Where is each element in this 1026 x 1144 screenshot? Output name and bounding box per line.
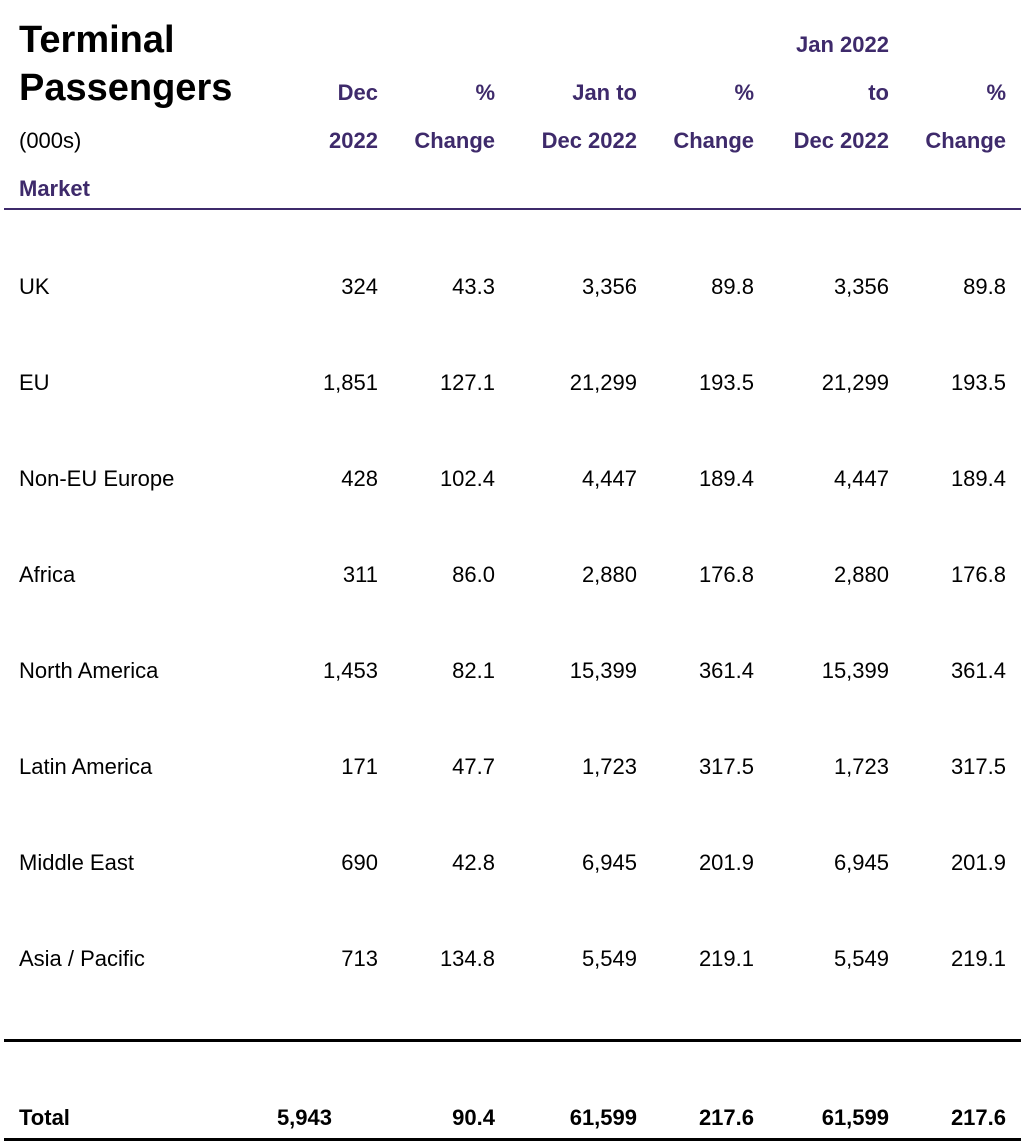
row-value-pct-change-2: 361.4 (698, 658, 754, 683)
row-value-jan-to-dec: 15,399 (569, 658, 637, 683)
row-value-dec-2022: 1,453 (322, 658, 378, 683)
total-pct-change-2: 217.6 (698, 1105, 754, 1130)
row-market-label: EU (19, 370, 50, 395)
col-header-jan-to-dec-line2: Dec 2022 (541, 128, 637, 153)
row-value-pct-change-1: 43.3 (452, 274, 495, 299)
row-value-pct-change-2: 193.5 (698, 370, 754, 395)
col-header-pct-change-3-line1: % (986, 80, 1006, 105)
row-market-label: Middle East (19, 850, 134, 875)
total-pct-change-1: 90.4 (452, 1105, 495, 1130)
row-value-jan-to-dec: 2,880 (581, 562, 637, 587)
total-label: Total (19, 1105, 70, 1130)
row-value-rolling: 4,447 (833, 466, 889, 491)
row-value-rolling: 2,880 (833, 562, 889, 587)
row-value-jan-to-dec: 5,549 (581, 946, 637, 971)
row-value-rolling: 15,399 (821, 658, 889, 683)
row-value-rolling: 3,356 (833, 274, 889, 299)
row-value-pct-change-3: 317.5 (950, 754, 1006, 779)
col-header-pct-change-1-line2: Change (414, 128, 495, 153)
row-value-pct-change-3: 361.4 (950, 658, 1006, 683)
row-market-label: Non-EU Europe (19, 466, 175, 491)
row-value-pct-change-1: 42.8 (452, 850, 495, 875)
row-value-pct-change-3: 89.8 (963, 274, 1006, 299)
bottom-divider (4, 1138, 1021, 1141)
row-value-dec-2022: 1,851 (322, 370, 378, 395)
row-value-jan-to-dec: 6,945 (581, 850, 637, 875)
row-value-pct-change-1: 102.4 (439, 466, 495, 491)
row-value-dec-2022: 171 (341, 754, 378, 779)
row-value-pct-change-2: 189.4 (698, 466, 754, 491)
row-value-pct-change-3: 201.9 (950, 850, 1006, 875)
row-value-pct-change-1: 82.1 (452, 658, 495, 683)
row-value-pct-change-2: 219.1 (698, 946, 754, 971)
row-value-pct-change-1: 86.0 (452, 562, 495, 587)
table-title-line1: Terminal (19, 19, 175, 61)
row-value-dec-2022: 311 (342, 562, 378, 587)
col-header-pct-change-1-line1: % (475, 80, 495, 105)
row-value-rolling: 5,549 (833, 946, 889, 971)
row-value-pct-change-2: 201.9 (698, 850, 754, 875)
row-value-jan-to-dec: 3,356 (581, 274, 637, 299)
col-header-dec-2022-line2: 2022 (329, 128, 378, 153)
col-header-pct-change-3-line2: Change (925, 128, 1006, 153)
table-title-line2: Passengers (19, 67, 233, 109)
total-divider (4, 1039, 1021, 1042)
row-value-dec-2022: 690 (341, 850, 378, 875)
row-value-pct-change-1: 47.7 (452, 754, 495, 779)
col-header-rolling-line1: Jan 2022 (796, 32, 889, 57)
row-market-label: UK (19, 274, 50, 299)
header-divider (4, 208, 1021, 210)
row-value-pct-change-2: 317.5 (698, 754, 754, 779)
row-market-label: Africa (19, 562, 76, 587)
total-rolling: 61,599 (821, 1105, 889, 1130)
col-header-pct-change-2-line1: % (734, 80, 754, 105)
row-value-pct-change-1: 127.1 (439, 370, 495, 395)
row-value-pct-change-2: 176.8 (698, 562, 754, 587)
row-value-pct-change-3: 193.5 (950, 370, 1006, 395)
row-value-pct-change-1: 134.8 (439, 946, 495, 971)
col-header-jan-to-dec-line1: Jan to (572, 80, 637, 105)
row-value-rolling: 21,299 (821, 370, 889, 395)
row-market-label: Latin America (19, 754, 153, 779)
row-value-pct-change-2: 89.8 (711, 274, 754, 299)
row-value-jan-to-dec: 21,299 (569, 370, 637, 395)
row-market-label: North America (19, 658, 159, 683)
row-value-pct-change-3: 219.1 (950, 946, 1006, 971)
units-label: (000s) (19, 128, 82, 153)
row-value-dec-2022: 428 (341, 466, 378, 491)
total-jan-to-dec: 61,599 (569, 1105, 637, 1130)
row-value-dec-2022: 713 (341, 946, 378, 971)
row-value-rolling: 6,945 (833, 850, 889, 875)
total-pct-change-3: 217.6 (950, 1105, 1006, 1130)
col-header-rolling-line2: to (868, 80, 889, 105)
row-value-dec-2022: 324 (341, 274, 378, 299)
row-market-label: Asia / Pacific (19, 946, 145, 971)
col-header-rolling-line3: Dec 2022 (793, 128, 889, 153)
row-value-jan-to-dec: 4,447 (581, 466, 637, 491)
row-value-pct-change-3: 176.8 (950, 562, 1006, 587)
col-header-pct-change-2-line2: Change (673, 128, 754, 153)
row-value-pct-change-3: 189.4 (950, 466, 1006, 491)
col-header-dec-2022-line1: Dec (337, 80, 378, 105)
row-value-rolling: 1,723 (833, 754, 889, 779)
total-dec-2022: 5,943 (276, 1105, 332, 1130)
market-column-header: Market (19, 176, 90, 201)
row-value-jan-to-dec: 1,723 (581, 754, 637, 779)
